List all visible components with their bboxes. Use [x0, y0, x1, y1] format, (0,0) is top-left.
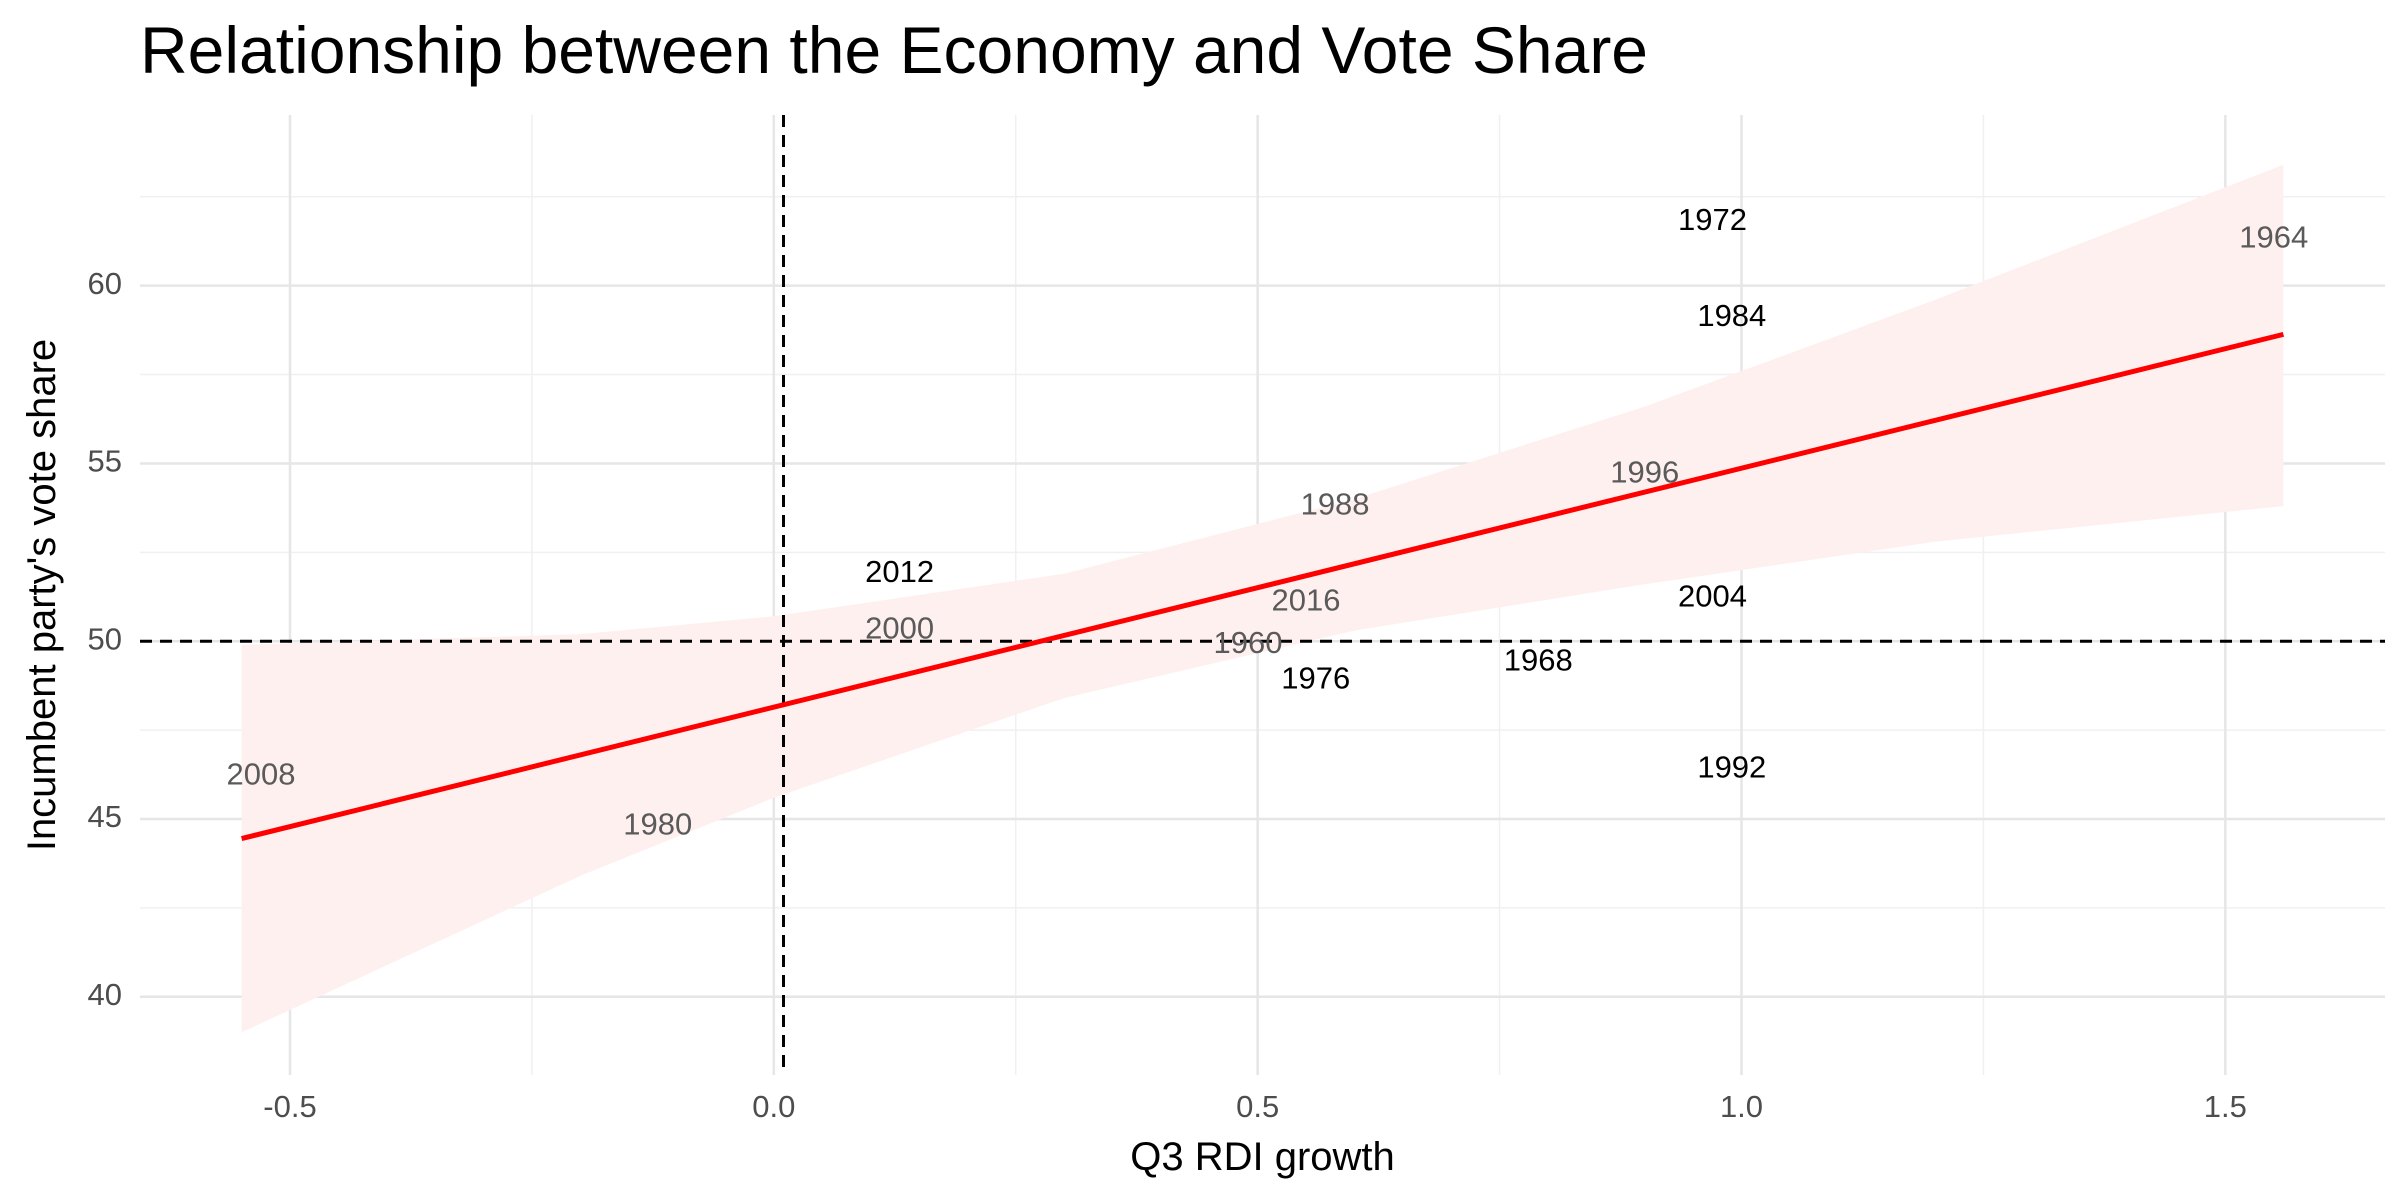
point-label: 2000	[865, 611, 934, 646]
point-label: 1976	[1281, 661, 1350, 696]
point-label: 1968	[1504, 643, 1573, 678]
y-tick-label: 45	[88, 799, 122, 834]
y-tick-label: 55	[88, 444, 122, 479]
point-label: 2004	[1678, 579, 1747, 614]
x-tick-label: 0.5	[1236, 1089, 1279, 1124]
point-label: 2008	[226, 757, 295, 792]
reference-lines	[140, 115, 2385, 1075]
point-label: 1992	[1697, 749, 1766, 784]
point-label: 1984	[1697, 298, 1766, 333]
y-tick-label: 40	[88, 977, 122, 1012]
confidence-band	[241, 164, 2284, 1033]
x-tick-label: 1.0	[1720, 1089, 1763, 1124]
x-tick-label: -0.5	[263, 1089, 316, 1124]
y-tick-label: 60	[88, 266, 122, 301]
y-axis-title: Incumbent party's vote share	[20, 339, 64, 851]
fit-line	[241, 331, 2284, 841]
point-label: 1980	[623, 806, 692, 841]
chart-title: Relationship between the Economy and Vot…	[140, 13, 1649, 87]
point-label: 1996	[1610, 454, 1679, 489]
x-tick-label: 0.0	[752, 1089, 795, 1124]
axes: -0.5 0.0 0.5 1.0 1.5 40 45 50 55 60 Q3 RDI growth I…	[20, 266, 2247, 1179]
point-label: 1964	[2239, 220, 2308, 255]
confidence-band-group	[241, 164, 2284, 1033]
point-label: 1960	[1214, 625, 1283, 660]
point-label: 2016	[1272, 582, 1341, 617]
x-tick-label: 1.5	[2204, 1089, 2247, 1124]
x-axis-title: Q3 RDI growth	[1130, 1135, 1395, 1179]
fit-line-group	[241, 331, 2284, 841]
point-labels: 1964 1972 1984 1996 1988 2012 2004 2016 2000 1960…	[226, 202, 2308, 841]
point-label: 2012	[865, 554, 934, 589]
y-tick-label: 50	[88, 621, 122, 656]
point-label: 1972	[1678, 202, 1747, 237]
point-label: 1988	[1301, 486, 1370, 521]
